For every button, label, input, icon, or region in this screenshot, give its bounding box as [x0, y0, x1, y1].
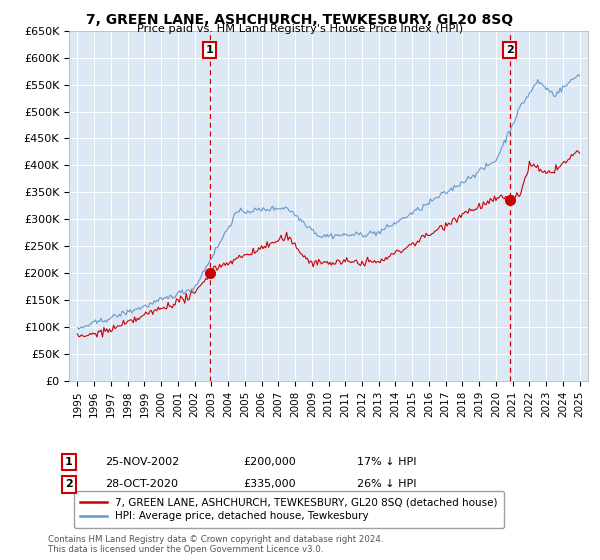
Text: 1: 1 [65, 457, 73, 467]
Text: 25-NOV-2002: 25-NOV-2002 [105, 457, 179, 467]
Text: 28-OCT-2020: 28-OCT-2020 [105, 479, 178, 489]
Text: £335,000: £335,000 [243, 479, 296, 489]
Text: Contains HM Land Registry data © Crown copyright and database right 2024.
This d: Contains HM Land Registry data © Crown c… [48, 535, 383, 554]
Text: 2: 2 [506, 45, 514, 55]
Text: £200,000: £200,000 [243, 457, 296, 467]
Text: Price paid vs. HM Land Registry's House Price Index (HPI): Price paid vs. HM Land Registry's House … [137, 24, 463, 34]
Text: 1: 1 [206, 45, 214, 55]
Text: 7, GREEN LANE, ASHCHURCH, TEWKESBURY, GL20 8SQ: 7, GREEN LANE, ASHCHURCH, TEWKESBURY, GL… [86, 13, 514, 27]
Text: 26% ↓ HPI: 26% ↓ HPI [357, 479, 416, 489]
Text: 17% ↓ HPI: 17% ↓ HPI [357, 457, 416, 467]
Text: 2: 2 [65, 479, 73, 489]
Legend: 7, GREEN LANE, ASHCHURCH, TEWKESBURY, GL20 8SQ (detached house), HPI: Average pr: 7, GREEN LANE, ASHCHURCH, TEWKESBURY, GL… [74, 491, 503, 528]
